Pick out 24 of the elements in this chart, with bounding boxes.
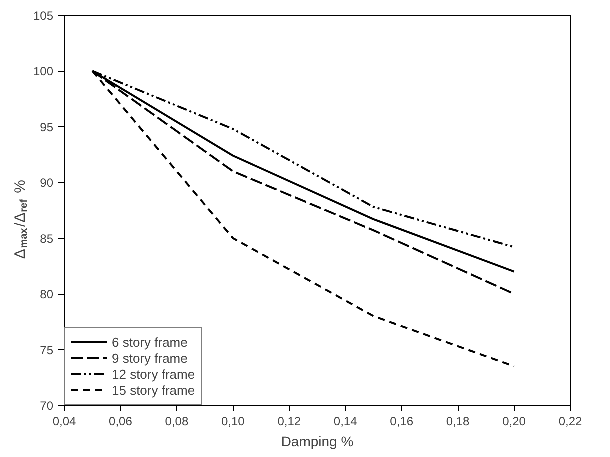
y-axis-title: Δmax/Δref % [12,180,30,260]
x-tick-label: 0,06 [109,414,133,428]
x-tick-label: 0,04 [52,414,77,428]
x-tick-label: 0,22 [558,414,583,428]
x-tick-label: 0,18 [446,414,470,428]
y-tick-label: 90 [40,176,54,190]
legend-label: 9 story frame [112,350,188,366]
legend-label: 12 story frame [112,366,196,382]
legend-label: 6 story frame [112,334,188,350]
y-tick-label: 95 [40,120,54,134]
y-tick-label: 105 [33,9,54,23]
y-tick-label: 100 [33,64,54,79]
x-tick-label: 0,14 [334,414,358,428]
y-tick-label: 85 [40,232,54,246]
x-tick-label: 0,12 [278,414,302,428]
y-tick-label: 80 [40,288,54,302]
x-tick-label: 0,20 [502,414,526,428]
legend-label: 15 story frame [112,382,196,398]
y-tick-label: 70 [40,399,54,413]
y-tick-label: 75 [40,343,54,358]
x-tick-label: 0,10 [221,414,246,428]
x-tick-label: 0,16 [390,414,414,428]
x-axis-title: Damping % [281,434,354,450]
x-tick-label: 0,08 [165,414,189,428]
